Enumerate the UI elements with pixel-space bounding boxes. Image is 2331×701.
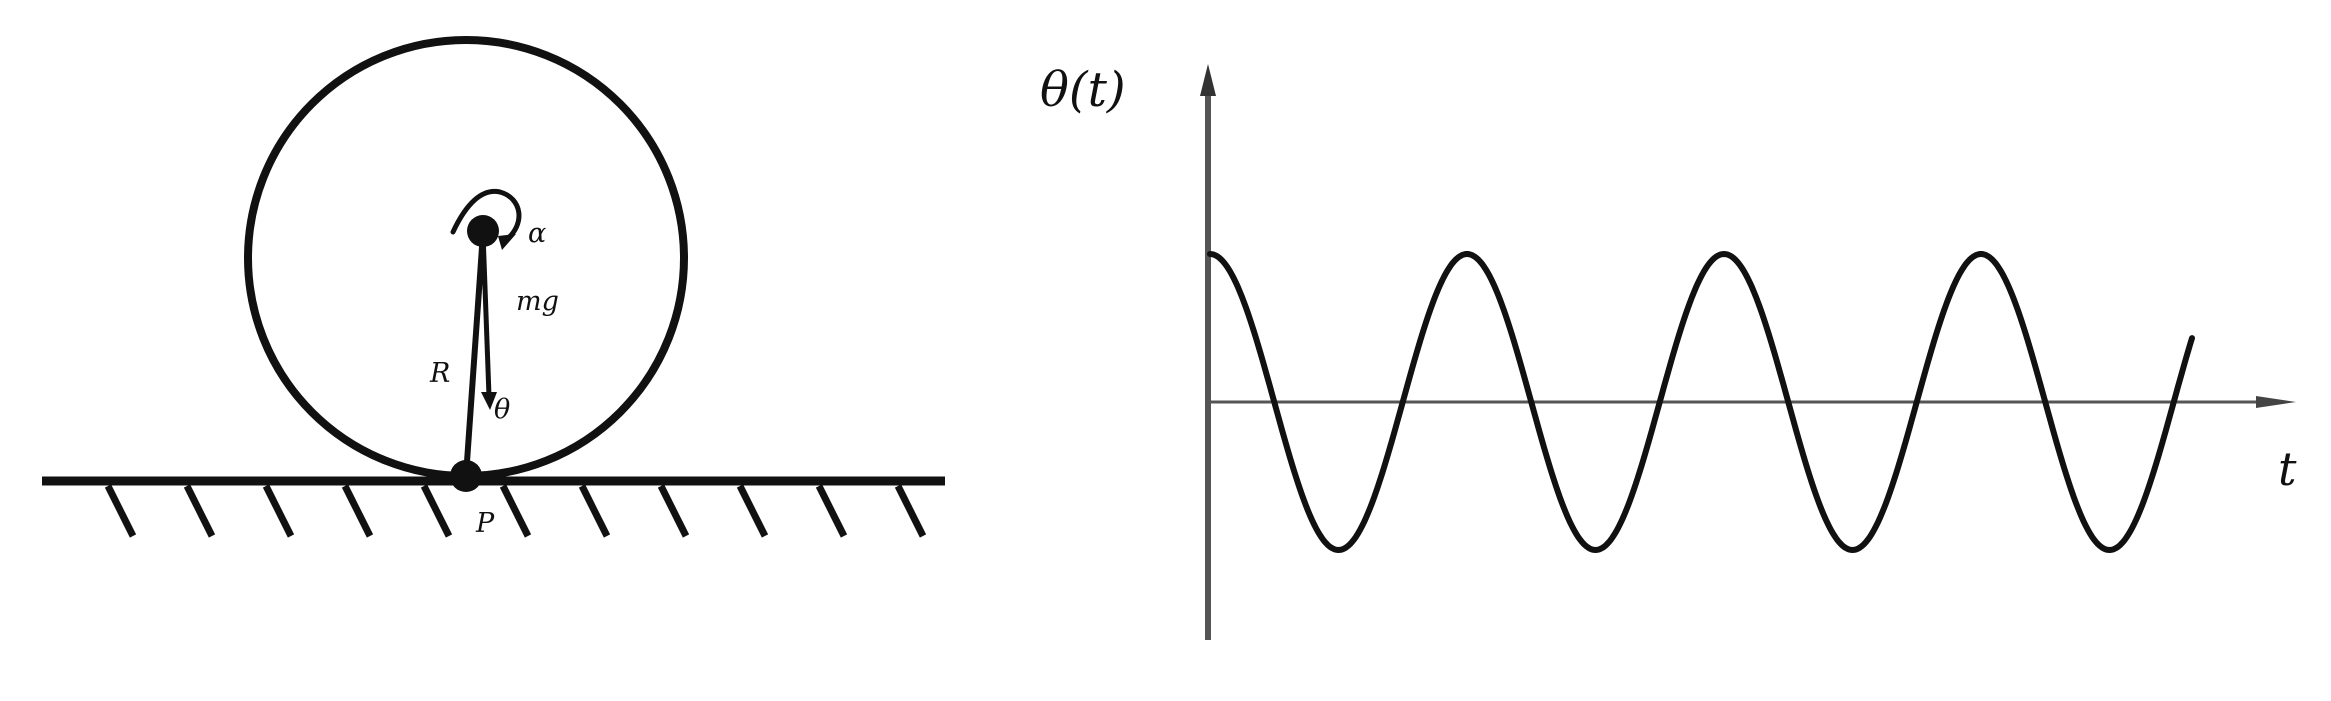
hatch-mark	[894, 484, 927, 538]
mg-arrow-head	[481, 392, 497, 410]
hatch-mark	[815, 484, 848, 538]
rotation-arrow-icon	[450, 188, 522, 243]
ground-hatching	[104, 484, 927, 538]
contact-point-label: P	[475, 508, 495, 539]
contact-point-dot	[450, 460, 482, 492]
radius-label: R	[429, 358, 450, 389]
radius-line	[463, 232, 486, 477]
mg-label: mg	[516, 286, 559, 317]
y-axis-label: θ(t)	[1040, 62, 1126, 118]
hatch-mark	[657, 484, 690, 538]
theta-time-graph: θ(t) t	[1040, 62, 2297, 640]
hatch-mark	[578, 484, 611, 538]
disk	[244, 36, 688, 480]
rolling-disk-diagram: α mg R θ P	[42, 36, 945, 539]
rotation-arrow-head	[498, 234, 516, 250]
x-axis-arrow-icon	[2256, 396, 2296, 408]
x-axis-label: t	[2278, 442, 2297, 496]
hatch-mark	[262, 484, 295, 538]
hatch-mark	[341, 484, 374, 538]
y-axis-arrow-icon	[1200, 64, 1216, 96]
hatch-mark	[736, 484, 769, 538]
hatch-mark	[183, 484, 216, 538]
hatch-mark	[420, 484, 453, 538]
hatch-mark	[499, 484, 532, 538]
mg-arrow-shaft	[480, 232, 492, 397]
theta-curve	[1207, 251, 2195, 553]
hatch-mark	[104, 484, 137, 538]
theta-label: θ	[494, 394, 510, 425]
alpha-label: α	[528, 218, 546, 249]
center-of-mass-dot	[467, 215, 499, 247]
